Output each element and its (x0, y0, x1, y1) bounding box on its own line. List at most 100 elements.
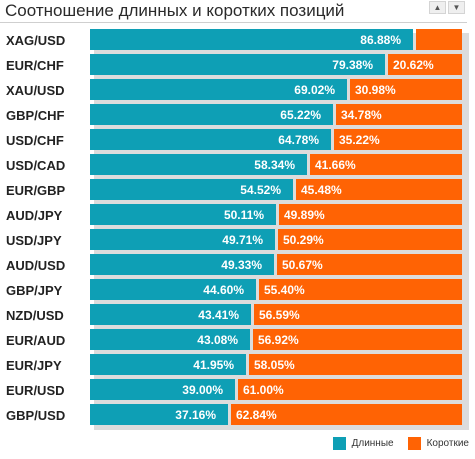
short-bar (238, 379, 462, 400)
long-bar (90, 304, 251, 325)
long-value-label: 54.52% (240, 183, 281, 197)
short-value-label: 30.98% (355, 83, 396, 97)
long-bar (90, 54, 385, 75)
chart-rows: XAG/USD 86.88% EUR/CHF 79.38% 20.62% XAU/USD 6… (0, 28, 470, 428)
chart-row: NZD/USD 43.41% 56.59% (0, 303, 470, 328)
short-value-label: 35.22% (339, 133, 380, 147)
long-bar (90, 354, 246, 375)
category-label: AUD/JPY (6, 208, 63, 223)
long-value-label: 86.88% (360, 33, 401, 47)
scroll-controls: ▲ ▼ (429, 1, 465, 14)
category-label: AUD/USD (6, 258, 66, 273)
long-bar (90, 329, 250, 350)
long-bar (90, 179, 293, 200)
long-bar (90, 404, 228, 425)
short-bar (350, 79, 462, 100)
long-bar (90, 29, 413, 50)
long-value-label: 65.22% (280, 108, 321, 122)
chart-row: GBP/JPY 44.60% 55.40% (0, 278, 470, 303)
legend: Длинные Короткие (332, 437, 469, 450)
chart-row: XAU/USD 69.02% 30.98% (0, 78, 470, 103)
short-bar (416, 29, 462, 50)
long-bar (90, 104, 333, 125)
short-bar (296, 179, 462, 200)
short-value-label: 34.78% (341, 108, 382, 122)
short-value-label: 49.89% (284, 208, 325, 222)
triangle-down-icon[interactable]: ▼ (448, 1, 465, 14)
category-label: EUR/JPY (6, 358, 62, 373)
category-label: USD/CAD (6, 158, 66, 173)
long-value-label: 37.16% (175, 408, 216, 422)
category-label: GBP/JPY (6, 283, 63, 298)
legend-item-short: Короткие (407, 437, 469, 450)
chart-row: EUR/USD 39.00% 61.00% (0, 378, 470, 403)
short-value-label: 61.00% (243, 383, 284, 397)
short-bar (334, 129, 462, 150)
short-bar (277, 254, 462, 275)
long-value-label: 64.78% (278, 133, 319, 147)
short-value-label: 20.62% (393, 58, 434, 72)
short-value-label: 55.40% (264, 283, 305, 297)
category-label: EUR/GBP (6, 183, 66, 198)
category-label: GBP/USD (6, 408, 66, 423)
long-bar (90, 379, 235, 400)
legend-item-long: Длинные (332, 437, 394, 450)
long-value-label: 49.71% (222, 233, 263, 247)
long-value-label: 44.60% (203, 283, 244, 297)
chart-row: GBP/CHF 65.22% 34.78% (0, 103, 470, 128)
long-value-label: 50.11% (223, 208, 264, 222)
short-bar (336, 104, 462, 125)
long-value-label: 41.95% (193, 358, 234, 372)
short-value-label: 50.67% (282, 258, 323, 272)
short-bar (254, 304, 462, 325)
long-value-label: 43.08% (197, 333, 238, 347)
short-value-label: 56.92% (258, 333, 299, 347)
chart-row: AUD/USD 49.33% 50.67% (0, 253, 470, 278)
chart-row: EUR/CHF 79.38% 20.62% (0, 53, 470, 78)
short-value-label: 62.84% (236, 408, 277, 422)
legend-label-short: Короткие (426, 438, 469, 449)
category-label: GBP/CHF (6, 108, 65, 123)
chart-row: XAG/USD 86.88% (0, 28, 470, 53)
legend-label-long: Длинные (351, 438, 394, 449)
category-label: USD/JPY (6, 233, 62, 248)
chart-row: USD/CAD 58.34% 41.66% (0, 153, 470, 178)
short-bar (279, 204, 462, 225)
long-value-label: 43.41% (198, 308, 239, 322)
chart-row: AUD/JPY 50.11% 49.89% (0, 203, 470, 228)
category-label: XAG/USD (6, 33, 66, 48)
category-label: EUR/USD (6, 383, 65, 398)
long-value-label: 79.38% (332, 58, 373, 72)
short-bar (310, 154, 462, 175)
chart-row: USD/JPY 49.71% 50.29% (0, 228, 470, 253)
long-value-label: 49.33% (221, 258, 262, 272)
triangle-up-icon[interactable]: ▲ (429, 1, 446, 14)
category-label: NZD/USD (6, 308, 64, 323)
legend-swatch-short (407, 437, 421, 450)
chart-title: Соотношение длинных и коротких позиций (5, 1, 345, 20)
long-value-label: 69.02% (294, 83, 335, 97)
long-bar (90, 79, 347, 100)
short-value-label: 56.59% (259, 308, 300, 322)
short-value-label: 50.29% (283, 233, 324, 247)
chart-row: EUR/AUD 43.08% 56.92% (0, 328, 470, 353)
short-value-label: 45.48% (301, 183, 342, 197)
short-bar (259, 279, 462, 300)
short-bar (231, 404, 462, 425)
title-divider (0, 22, 467, 23)
short-bar (253, 329, 462, 350)
long-bar (90, 279, 256, 300)
chart-row: USD/CHF 64.78% 35.22% (0, 128, 470, 153)
legend-swatch-long (332, 437, 346, 450)
long-value-label: 39.00% (182, 383, 223, 397)
category-label: EUR/AUD (6, 333, 66, 348)
long-bar (90, 254, 274, 275)
short-bar (388, 54, 462, 75)
chart-row: EUR/JPY 41.95% 58.05% (0, 353, 470, 378)
short-value-label: 58.05% (254, 358, 295, 372)
long-bar (90, 154, 307, 175)
short-bar (278, 229, 462, 250)
chart-row: EUR/GBP 54.52% 45.48% (0, 178, 470, 203)
long-bar (90, 204, 276, 225)
